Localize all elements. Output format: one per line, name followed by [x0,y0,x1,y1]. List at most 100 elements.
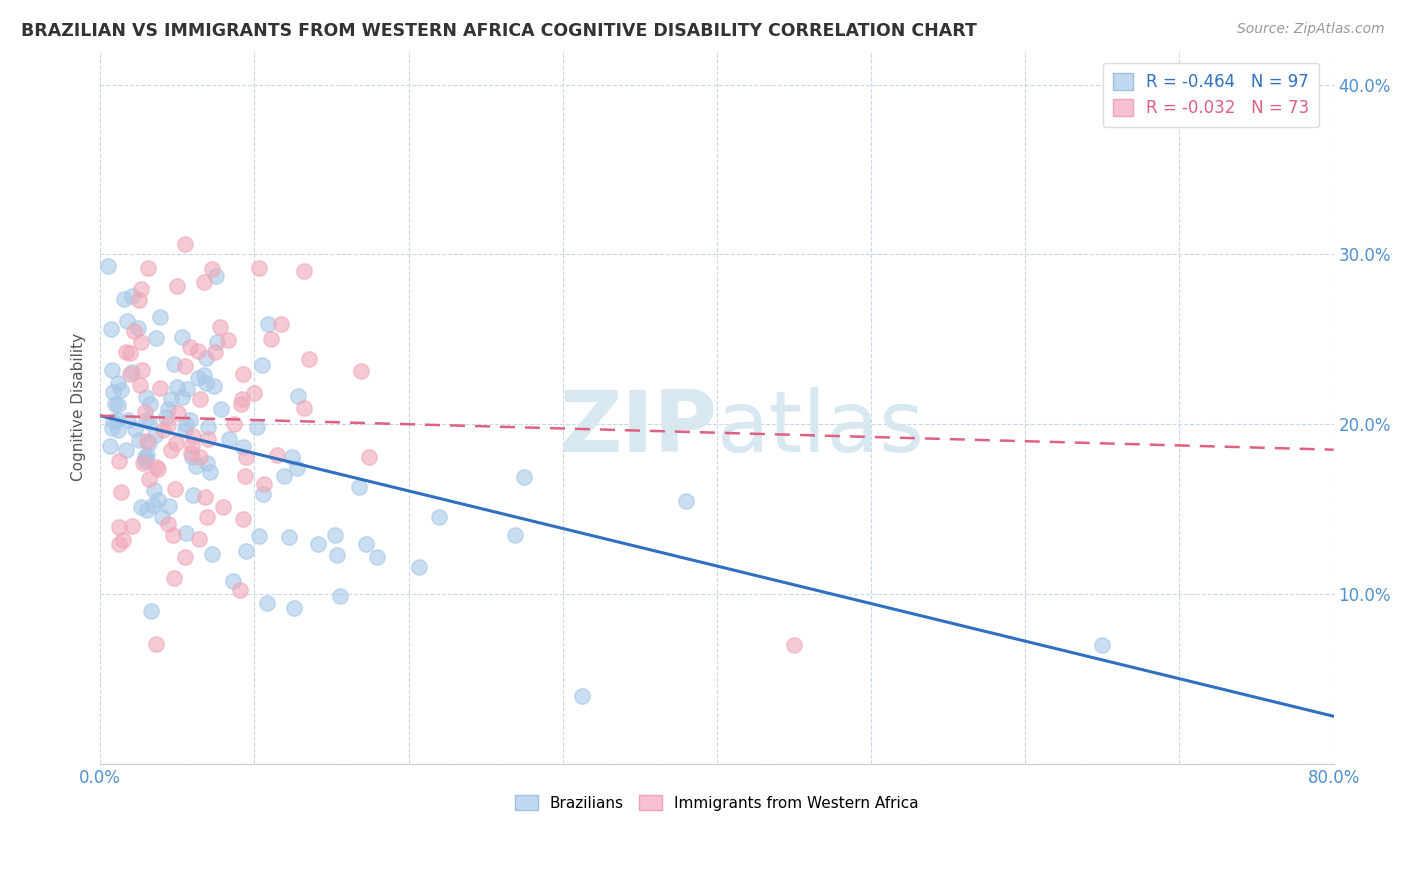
Point [266,448,288,462]
Point [209,401,232,416]
Point [188,392,211,406]
Point [111,533,134,548]
Text: atlas: atlas [717,387,925,470]
Point [156,516,179,531]
Point [105,412,128,426]
Point [249,529,271,543]
Point [513,469,536,483]
Point [246,420,269,434]
Point [135,390,157,404]
Point [145,331,167,345]
Point [260,332,283,346]
Point [159,392,181,406]
Point [783,638,806,652]
Point [173,237,195,252]
Point [184,458,207,473]
Point [350,364,373,378]
Point [201,262,224,277]
Point [170,390,193,404]
Point [359,450,381,465]
Point [174,417,197,431]
Point [208,319,231,334]
Point [163,570,186,584]
Point [408,560,430,574]
Point [181,429,204,443]
Point [247,261,270,276]
Point [204,345,226,359]
Point [233,469,256,483]
Point [505,528,527,542]
Point [138,415,160,429]
Point [349,480,371,494]
Point [198,465,221,479]
Point [101,413,124,427]
Point [232,367,254,381]
Point [148,493,170,508]
Point [188,450,211,464]
Point [195,510,218,524]
Point [427,509,450,524]
Point [180,446,202,460]
Point [163,482,186,496]
Point [131,282,153,296]
Point [180,437,202,451]
Point [193,275,215,289]
Point [229,397,252,411]
Point [187,343,209,358]
Point [201,548,224,562]
Point [152,423,174,437]
Point [287,389,309,403]
Point [329,589,352,603]
Point [121,289,143,303]
Text: Source: ZipAtlas.com: Source: ZipAtlas.com [1237,22,1385,37]
Point [217,333,239,347]
Point [162,357,184,371]
Point [221,574,243,589]
Point [135,449,157,463]
Point [323,528,346,542]
Y-axis label: Cognitive Disability: Cognitive Disability [72,334,86,482]
Point [188,532,211,546]
Point [229,583,252,598]
Point [145,460,167,475]
Point [134,450,156,465]
Point [131,363,153,377]
Point [136,503,159,517]
Point [205,334,228,349]
Point [129,378,152,392]
Point [114,442,136,457]
Point [256,596,278,610]
Text: ZIP: ZIP [560,387,717,470]
Point [128,293,150,307]
Point [142,483,165,498]
Point [145,637,167,651]
Point [174,525,197,540]
Point [149,382,172,396]
Point [142,498,165,512]
Point [136,260,159,275]
Point [107,376,129,390]
Point [101,363,124,377]
Point [110,383,132,397]
Point [179,413,201,427]
Point [194,490,217,504]
Point [292,401,315,415]
Point [141,604,163,618]
Point [195,351,218,365]
Text: BRAZILIAN VS IMMIGRANTS FROM WESTERN AFRICA COGNITIVE DISABILITY CORRELATION CHA: BRAZILIAN VS IMMIGRANTS FROM WESTERN AFR… [21,22,977,40]
Point [121,365,143,379]
Point [155,409,177,424]
Point [166,380,188,394]
Point [1091,638,1114,652]
Point [195,376,218,390]
Point [205,269,228,284]
Point [118,345,141,359]
Point [292,264,315,278]
Point [307,537,329,551]
Point [273,469,295,483]
Point [232,440,254,454]
Point [366,549,388,564]
Point [166,406,188,420]
Point [173,359,195,373]
Point [110,485,132,500]
